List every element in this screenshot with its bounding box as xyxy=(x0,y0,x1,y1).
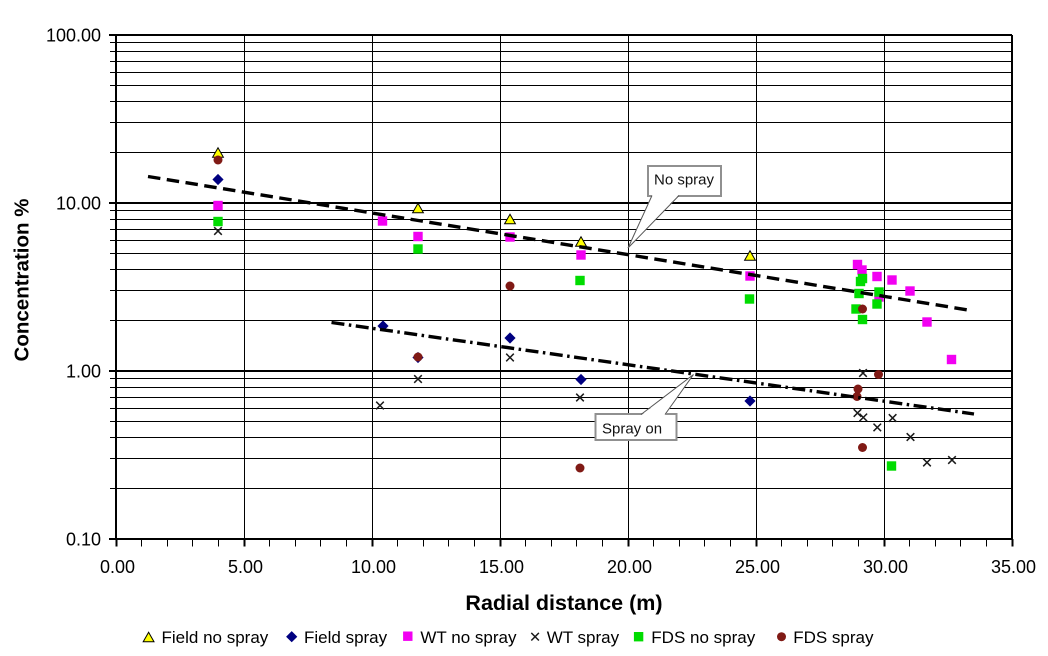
svg-text:20.00: 20.00 xyxy=(607,557,652,577)
svg-text:0.00: 0.00 xyxy=(100,557,135,577)
svg-text:5.00: 5.00 xyxy=(228,557,263,577)
svg-text:No spray: No spray xyxy=(654,172,715,189)
svg-text:15.00: 15.00 xyxy=(479,557,524,577)
svg-text:10.00: 10.00 xyxy=(351,557,396,577)
svg-text:WT spray: WT spray xyxy=(547,628,620,647)
svg-text:Radial distance (m): Radial distance (m) xyxy=(465,591,662,615)
svg-text:FDS no spray: FDS no spray xyxy=(651,628,755,647)
svg-text:25.00: 25.00 xyxy=(735,557,780,577)
svg-text:1.00: 1.00 xyxy=(66,362,101,382)
svg-text:Field spray: Field spray xyxy=(304,628,388,647)
svg-text:FDS spray: FDS spray xyxy=(793,628,874,647)
svg-text:100.00: 100.00 xyxy=(46,26,101,46)
svg-text:Field no spray: Field no spray xyxy=(162,628,269,647)
svg-text:30.00: 30.00 xyxy=(863,557,908,577)
svg-text:Concentration %: Concentration % xyxy=(11,199,34,362)
svg-text:0.10: 0.10 xyxy=(66,530,101,550)
svg-text:35.00: 35.00 xyxy=(991,557,1036,577)
svg-text:WT no spray: WT no spray xyxy=(420,628,517,647)
svg-text:10.00: 10.00 xyxy=(56,194,101,214)
svg-text:Spray on: Spray on xyxy=(602,421,662,438)
